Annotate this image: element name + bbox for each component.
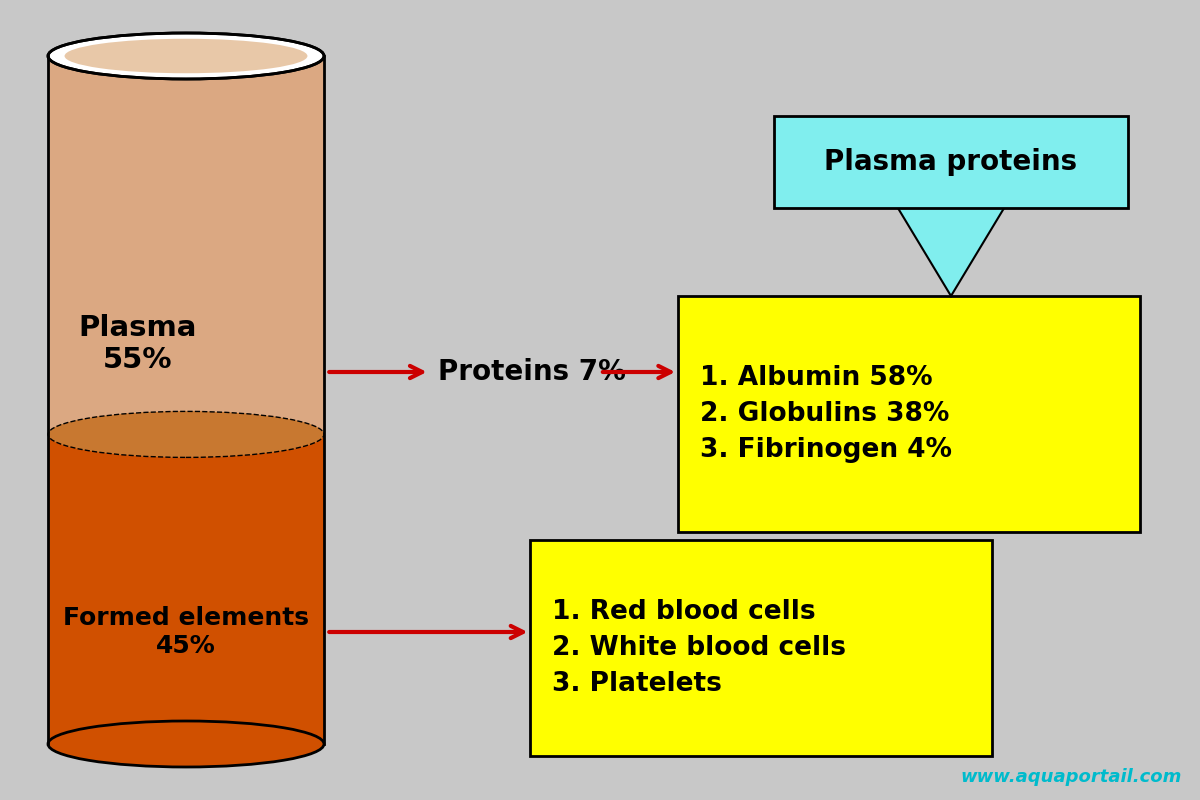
Polygon shape <box>898 208 1004 296</box>
Ellipse shape <box>48 410 324 456</box>
FancyBboxPatch shape <box>678 296 1140 532</box>
Ellipse shape <box>48 411 324 458</box>
Polygon shape <box>48 56 324 434</box>
Text: Plasma
55%: Plasma 55% <box>79 314 197 374</box>
Polygon shape <box>48 434 324 744</box>
FancyBboxPatch shape <box>774 116 1128 208</box>
Text: www.aquaportail.com: www.aquaportail.com <box>961 768 1182 786</box>
Text: Plasma proteins: Plasma proteins <box>824 148 1078 176</box>
Ellipse shape <box>65 38 307 74</box>
Ellipse shape <box>48 33 324 79</box>
Text: Proteins 7%: Proteins 7% <box>438 358 626 386</box>
Text: 1. Albumin 58%
2. Globulins 38%
3. Fibrinogen 4%: 1. Albumin 58% 2. Globulins 38% 3. Fibri… <box>700 365 952 463</box>
Ellipse shape <box>48 411 324 458</box>
Polygon shape <box>48 56 324 434</box>
Text: 1. Red blood cells
2. White blood cells
3. Platelets: 1. Red blood cells 2. White blood cells … <box>552 599 846 697</box>
Text: Formed elements
45%: Formed elements 45% <box>64 606 310 658</box>
Ellipse shape <box>48 721 324 767</box>
FancyBboxPatch shape <box>530 540 992 756</box>
